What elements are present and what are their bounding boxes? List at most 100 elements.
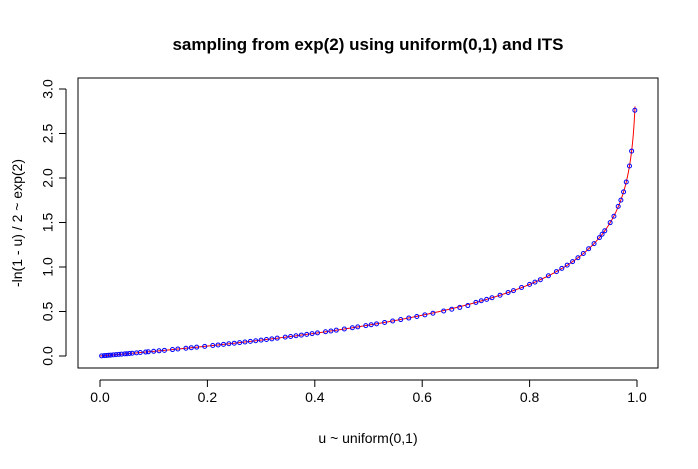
y-tick-label: 1.5 — [40, 213, 56, 233]
sample-point — [151, 348, 157, 354]
sample-point — [333, 327, 339, 333]
y-axis: 0.0 0.5 1.0 1.5 2.0 2.5 3.0 — [40, 79, 67, 366]
sample-point — [122, 351, 128, 357]
sample-point — [127, 350, 133, 356]
sample-point — [406, 315, 412, 321]
sample-point — [430, 310, 436, 316]
plot-frame — [77, 77, 659, 369]
sample-point — [282, 334, 288, 340]
x-axis-label: u ~ uniform(0,1) — [318, 430, 417, 446]
sample-point — [374, 321, 380, 327]
sample-point — [355, 324, 361, 330]
sample-point — [314, 330, 320, 336]
y-tick-label: 0.0 — [40, 346, 56, 366]
sample-point — [422, 312, 428, 318]
sample-point — [161, 347, 167, 353]
x-tick-label: 0.2 — [198, 389, 218, 405]
sample-point — [253, 338, 259, 344]
chart-title: sampling from exp(2) using uniform(0,1) … — [172, 35, 563, 54]
y-tick-label: 0.5 — [40, 302, 56, 322]
sample-point — [618, 197, 624, 203]
x-axis: 0.0 0.2 0.4 0.6 0.8 1.0 — [90, 379, 647, 405]
sample-point — [505, 289, 511, 295]
sample-point — [210, 343, 216, 349]
sample-point — [457, 304, 463, 310]
sample-point — [108, 352, 114, 358]
sample-point — [118, 351, 124, 357]
sample-point — [183, 345, 189, 351]
x-tick-label: 1.0 — [627, 389, 647, 405]
sample-point — [519, 285, 525, 291]
sample-point — [226, 341, 232, 347]
sample-point — [231, 340, 237, 346]
y-tick-label: 2.5 — [40, 124, 56, 144]
x-tick-label: 0.8 — [520, 389, 540, 405]
sample-point — [390, 318, 396, 324]
sample-point — [99, 353, 105, 359]
sample-point — [106, 352, 112, 358]
sample-point — [368, 322, 374, 328]
sample-point — [478, 298, 484, 304]
sample-point — [596, 235, 602, 241]
sample-point — [553, 269, 559, 275]
sample-point — [611, 213, 617, 219]
sample-point — [143, 349, 149, 355]
sample-point — [215, 342, 221, 348]
sample-point — [545, 273, 551, 279]
theoretical-inverse-cdf-curve — [99, 106, 636, 357]
sample-point — [599, 231, 605, 237]
sample-point — [145, 349, 151, 355]
sample-point — [175, 346, 181, 352]
sample-point — [621, 189, 627, 195]
sample-point — [363, 323, 369, 329]
sample-point — [602, 228, 608, 234]
sample-point — [221, 341, 227, 347]
sample-point — [309, 331, 315, 337]
sample-point — [465, 303, 471, 309]
sample-point — [110, 352, 116, 358]
sample-point — [532, 279, 538, 285]
sample-point — [113, 352, 119, 358]
x-tick-label: 0.4 — [305, 389, 325, 405]
y-axis-label: -ln(1 - u) / 2 ~ exp(2) — [9, 159, 25, 287]
sample-point — [349, 325, 355, 331]
sample-point — [274, 335, 280, 341]
sample-point — [194, 344, 200, 350]
sample-point — [607, 220, 613, 226]
sample-point — [237, 340, 243, 346]
sampled-points — [99, 107, 638, 359]
sample-point — [247, 338, 253, 344]
sample-point — [414, 314, 420, 320]
x-tick-label: 0.0 — [90, 389, 110, 405]
x-tick-label: 0.6 — [412, 389, 432, 405]
sample-point — [564, 262, 570, 268]
y-tick-label: 1.0 — [40, 257, 56, 277]
sample-point — [269, 336, 275, 342]
sample-point — [449, 306, 455, 312]
sample-point — [263, 336, 269, 342]
sample-point — [570, 259, 576, 265]
sample-point — [559, 265, 565, 271]
sample-point — [328, 328, 334, 334]
sample-point — [626, 163, 632, 169]
sample-point — [473, 299, 479, 305]
sample-point — [580, 251, 586, 257]
sample-point — [484, 296, 490, 302]
sample-point — [323, 329, 329, 335]
sample-point — [304, 331, 310, 337]
sample-point — [527, 281, 533, 287]
sample-point — [202, 343, 208, 349]
sample-point — [632, 107, 638, 113]
sample-point — [288, 333, 294, 339]
sample-point — [510, 288, 516, 294]
sample-point — [156, 348, 162, 354]
sample-point — [629, 148, 635, 154]
sample-point — [137, 350, 143, 356]
sample-point — [382, 319, 388, 325]
sample-point — [169, 347, 175, 353]
sample-point — [591, 241, 597, 247]
sample-point — [489, 295, 495, 301]
sample-point — [497, 292, 503, 298]
